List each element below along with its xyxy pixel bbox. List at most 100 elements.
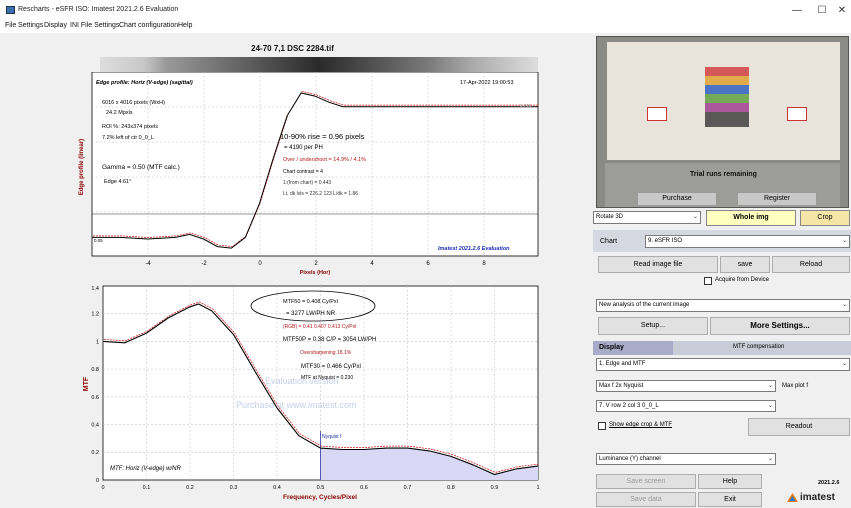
chevron-down-icon: ⌄ bbox=[767, 403, 773, 409]
chevron-down-icon: ⌄ bbox=[692, 214, 698, 220]
roi-select-value: 7. V row 2 col 3 0_0_L bbox=[599, 403, 659, 409]
display-select[interactable]: 1. Edge and MTF ⌄ bbox=[596, 358, 850, 371]
tab-display-label: Display bbox=[599, 344, 624, 351]
edge-watermark: Imatest 2021.2.6 Evaluation bbox=[438, 246, 510, 252]
reload-button[interactable]: Reload bbox=[772, 256, 850, 273]
edge-per-ph: = 4190 per PH bbox=[284, 145, 323, 151]
readout-button[interactable]: Readout bbox=[748, 418, 850, 436]
menu-file[interactable]: File bbox=[5, 22, 17, 29]
mtf-watermark-1: Evaluation version bbox=[265, 376, 339, 386]
chevron-down-icon: ⌄ bbox=[767, 383, 773, 389]
svg-text:1.4: 1.4 bbox=[91, 286, 99, 292]
trial-text: Trial runs remaining bbox=[690, 171, 757, 178]
rotate-select-value: Rotate 3D bbox=[596, 214, 624, 220]
svg-text:0.6: 0.6 bbox=[360, 485, 368, 491]
save-screen-button[interactable]: Save screen bbox=[596, 474, 696, 489]
svg-text:0.4: 0.4 bbox=[91, 423, 99, 429]
mtf-oversharp: Oversharpening 18.1% bbox=[300, 350, 352, 356]
edge-contrast: Chart contrast = 4 bbox=[283, 169, 323, 175]
mtf-xticks: 0 0.1 0.2 0.3 0.4 0.5 0.6 0.7 0.8 0.9 1 bbox=[101, 485, 539, 491]
analysis-select[interactable]: New analysis of the current image ⌄ bbox=[596, 299, 850, 312]
edge-left-marker: 0.05 bbox=[94, 238, 103, 243]
nyquist-label: Nyquist f bbox=[322, 434, 342, 440]
edge-header-left: Edge profile: Horiz (V-edge) (sagittal) bbox=[96, 80, 193, 86]
edge-profile-plot: Edge profile: Horiz (V-edge) (sagittal) … bbox=[79, 72, 539, 276]
mtf-curve bbox=[102, 303, 539, 476]
edge-info-3: ROI %: 243x374 pixels bbox=[102, 124, 158, 130]
menu-help[interactable]: Help bbox=[178, 22, 193, 29]
more-settings-button[interactable]: More Settings... bbox=[710, 317, 850, 335]
mtf-ylabel: MTF bbox=[83, 376, 90, 391]
crop-button[interactable]: Crop bbox=[800, 210, 850, 226]
svg-text:0.8: 0.8 bbox=[447, 485, 455, 491]
chart-select-value: 9. eSFR ISO bbox=[648, 238, 683, 244]
purchase-button[interactable]: Purchase bbox=[637, 192, 717, 206]
roi-select[interactable]: 7. V row 2 col 3 0_0_L ⌄ bbox=[596, 400, 776, 412]
chart-select[interactable]: 9. eSFR ISO ⌄ bbox=[645, 235, 850, 248]
edge-levels: Lt, dk lvls = 226.2 123 L/dk = 1.86 bbox=[283, 191, 358, 197]
help-button[interactable]: Help bbox=[698, 474, 762, 489]
edge-chart-light: 1:(from chart) = 0.443 bbox=[283, 180, 331, 186]
chart-image-preview[interactable]: Trial runs remaining Purchase Register bbox=[596, 36, 849, 208]
version-label: 2021.2.6 bbox=[818, 480, 840, 486]
minimize-button[interactable]: — bbox=[792, 5, 802, 16]
edge-grid bbox=[92, 72, 538, 256]
edge-crop-strip bbox=[100, 57, 538, 73]
svg-text:0: 0 bbox=[96, 478, 99, 484]
read-image-button[interactable]: Read image file bbox=[598, 256, 718, 273]
edge-overshoot: Over / undershoot = 14.9% / 4.1% bbox=[283, 157, 366, 163]
mtf-watermark-2: Purchase at www.imatest.com bbox=[236, 400, 357, 410]
maximize-button[interactable]: ☐ bbox=[817, 5, 827, 16]
svg-text:4: 4 bbox=[370, 261, 374, 267]
max-plot-label: Max plot f bbox=[782, 383, 809, 389]
svg-text:0.6: 0.6 bbox=[91, 395, 99, 401]
svg-text:0.1: 0.1 bbox=[143, 485, 151, 491]
svg-text:0.9: 0.9 bbox=[491, 485, 499, 491]
tab-mtf-compensation[interactable]: MTF compensation bbox=[673, 341, 851, 355]
window-title: Rescharts - eSFR ISO: Imatest 2021.2.6 E… bbox=[18, 6, 179, 13]
svg-text:0: 0 bbox=[101, 485, 104, 491]
svg-text:0.7: 0.7 bbox=[404, 485, 412, 491]
chevron-down-icon: ⌄ bbox=[841, 238, 847, 244]
register-button[interactable]: Register bbox=[737, 192, 817, 206]
show-edge-checkbox[interactable] bbox=[598, 422, 606, 430]
edge-xticks: -4 -2 0 2 4 6 8 bbox=[145, 261, 486, 267]
svg-text:1: 1 bbox=[536, 485, 539, 491]
max-f-select[interactable]: Max f 2x Nyquist ⌄ bbox=[596, 380, 776, 392]
whole-img-button[interactable]: Whole img bbox=[706, 210, 796, 226]
edge-gamma: Gamma = 0.50 (MTF calc.) bbox=[102, 164, 180, 171]
close-button[interactable]: ✕ bbox=[837, 5, 847, 16]
mtf30: MTF30 = 0.466 Cy/Pxl bbox=[301, 364, 361, 370]
svg-text:-4: -4 bbox=[145, 261, 151, 267]
show-edge-label: Show edge crop & MTF bbox=[609, 422, 673, 428]
svg-text:0.2: 0.2 bbox=[91, 450, 99, 456]
app-icon bbox=[6, 6, 15, 14]
roi-box bbox=[787, 107, 807, 121]
imatest-logo-icon bbox=[787, 493, 798, 504]
save-data-button[interactable]: Save data bbox=[596, 492, 696, 507]
chevron-down-icon: ⌄ bbox=[841, 302, 847, 308]
tab-display[interactable]: Display bbox=[593, 341, 673, 355]
menu-ini-file-settings[interactable]: INI File Settings bbox=[70, 22, 120, 29]
tab-mtf-compensation-label: MTF compensation bbox=[733, 344, 785, 350]
edge-xlabel: Pixels (Hor) bbox=[300, 270, 331, 276]
svg-text:0: 0 bbox=[258, 261, 262, 267]
menu-display[interactable]: Display bbox=[44, 22, 67, 29]
figure-title: 24-70 7,1 DSC 2284.tif bbox=[251, 44, 334, 53]
svg-text:0.4: 0.4 bbox=[273, 485, 281, 491]
setup-button[interactable]: Setup... bbox=[598, 317, 708, 335]
mtf-rgb: (RGB) = 0.41 0.407 0.413 Cy/Pxl bbox=[283, 324, 356, 330]
save-button[interactable]: save bbox=[720, 256, 770, 273]
acquire-checkbox[interactable] bbox=[704, 277, 712, 285]
exit-button[interactable]: Exit bbox=[698, 492, 762, 507]
svg-text:0.3: 0.3 bbox=[230, 485, 238, 491]
rotate-select[interactable]: Rotate 3D ⌄ bbox=[593, 211, 701, 224]
luminance-select[interactable]: Luminance (Y) channel ⌄ bbox=[596, 453, 776, 465]
menu-settings[interactable]: Settings bbox=[18, 22, 44, 29]
menu-bar: File Settings Display INI File Settings … bbox=[0, 20, 851, 33]
chevron-down-icon: ⌄ bbox=[767, 456, 773, 462]
svg-text:1.2: 1.2 bbox=[91, 312, 99, 318]
svg-text:-2: -2 bbox=[201, 261, 207, 267]
svg-text:0.2: 0.2 bbox=[186, 485, 194, 491]
menu-chart-configuration[interactable]: Chart configuration bbox=[119, 22, 179, 29]
